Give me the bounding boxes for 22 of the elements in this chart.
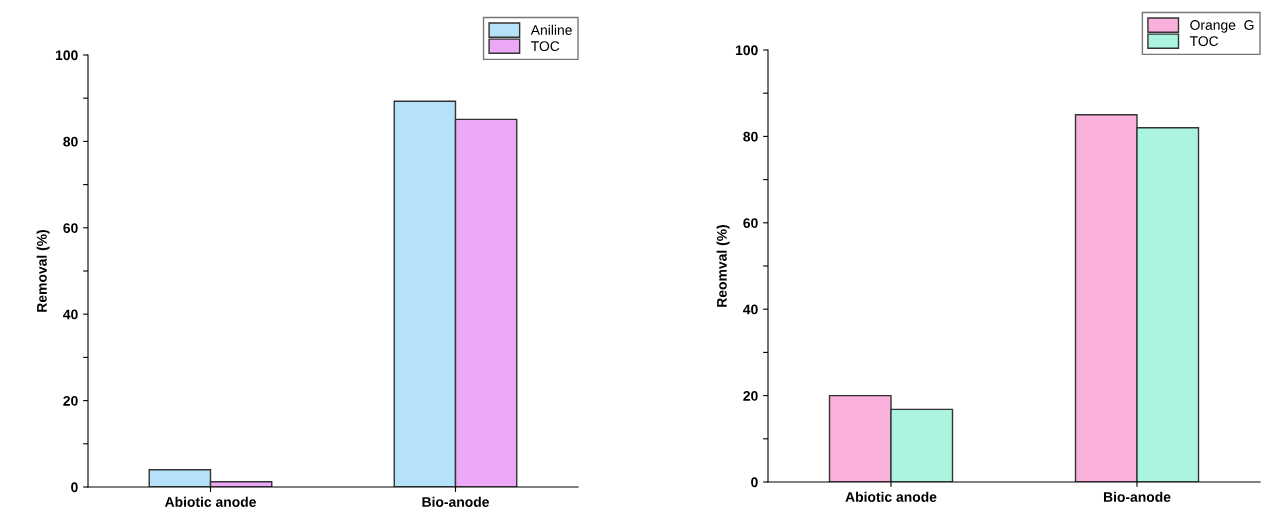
y-axis-title: Removal (%): [36, 230, 50, 312]
y-tick-label: 0: [751, 477, 758, 488]
y-tick-label: 60: [63, 223, 78, 233]
x-tick-label: Bio-anode: [1103, 491, 1171, 502]
y-tick-label: 20: [743, 390, 758, 401]
y-tick-label: 100: [735, 45, 758, 56]
legend-label: TOC: [531, 41, 560, 52]
y-tick-label: 20: [63, 395, 78, 406]
x-tick-label: Abiotic anode: [845, 491, 937, 502]
legend-label: Aniline: [530, 24, 572, 35]
y-tick-label: 60: [743, 218, 758, 228]
y-tick-label: 40: [743, 304, 758, 315]
x-tick-label: Abiotic anode: [164, 496, 256, 507]
x-tick-label: Bio-anode: [422, 496, 489, 507]
y-axis-title: Reomval (%): [716, 225, 730, 307]
y-tick-label: 80: [743, 131, 758, 142]
y-tick-label: 40: [63, 309, 78, 320]
y-tick-label: 100: [55, 50, 78, 61]
y-tick-label: 80: [63, 136, 78, 147]
y-tick-label: 0: [71, 482, 78, 493]
legend-label: TOC: [1189, 36, 1219, 47]
legend-label: Orange G: [1190, 20, 1254, 33]
